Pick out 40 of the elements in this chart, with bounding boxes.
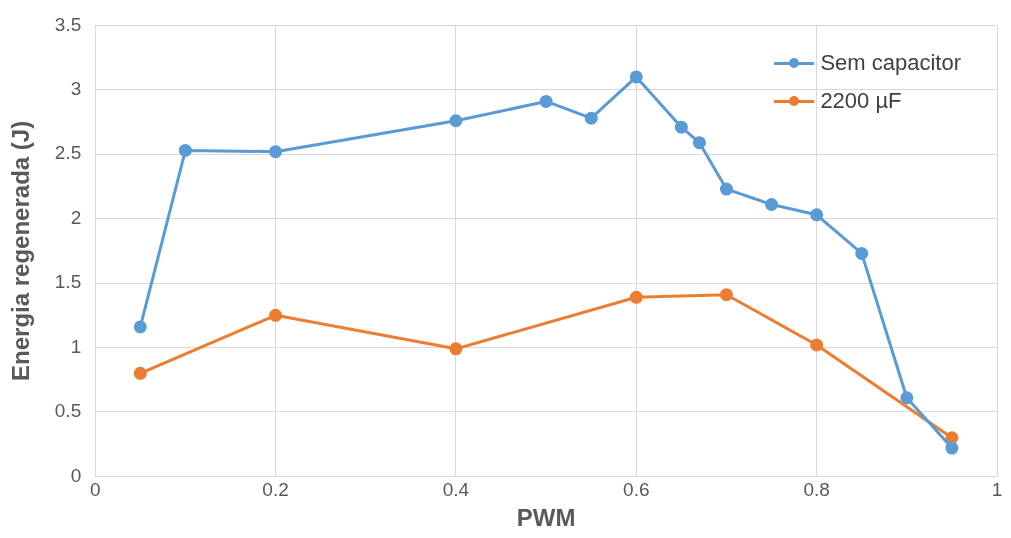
point xyxy=(810,208,824,222)
point xyxy=(810,338,824,352)
point xyxy=(178,143,192,157)
point xyxy=(719,288,733,302)
legend-label: 2200 µF xyxy=(820,88,902,114)
point xyxy=(674,120,688,134)
point xyxy=(584,111,598,125)
y-tick-label: 3.5 xyxy=(54,13,82,35)
point xyxy=(765,198,779,212)
point xyxy=(719,182,733,196)
point xyxy=(133,366,147,380)
y-tick-label: 0 xyxy=(70,464,82,486)
point xyxy=(945,431,959,445)
point xyxy=(269,308,283,322)
point xyxy=(855,246,869,260)
y-tick-label: 3 xyxy=(70,78,82,100)
y-tick-label: 2 xyxy=(70,206,82,228)
point xyxy=(133,320,147,334)
y-tick-label: 2.5 xyxy=(54,142,82,164)
point xyxy=(629,70,643,84)
point xyxy=(539,94,553,108)
legend-label: Sem capacitor xyxy=(820,50,961,76)
x-tick-label: 0.8 xyxy=(803,479,830,501)
point xyxy=(900,391,914,405)
x-axis-title: PWM xyxy=(516,504,576,532)
x-tick-label: 0.4 xyxy=(442,479,470,501)
point xyxy=(269,145,283,159)
point xyxy=(449,342,463,356)
y-axis-title: Energia regenerada (J) xyxy=(7,120,35,381)
y-tick-label: 0.5 xyxy=(54,400,82,422)
y-tick-label: 1 xyxy=(70,335,82,357)
x-tick-label: 0.2 xyxy=(262,479,289,501)
y-tick-label: 1.5 xyxy=(54,271,82,293)
point xyxy=(945,441,959,455)
point xyxy=(692,136,706,150)
point xyxy=(629,290,643,304)
point xyxy=(449,114,463,128)
x-tick-label: 0.6 xyxy=(623,479,650,501)
x-tick-label: 1 xyxy=(991,479,1003,501)
x-tick-label: 0 xyxy=(89,479,101,501)
